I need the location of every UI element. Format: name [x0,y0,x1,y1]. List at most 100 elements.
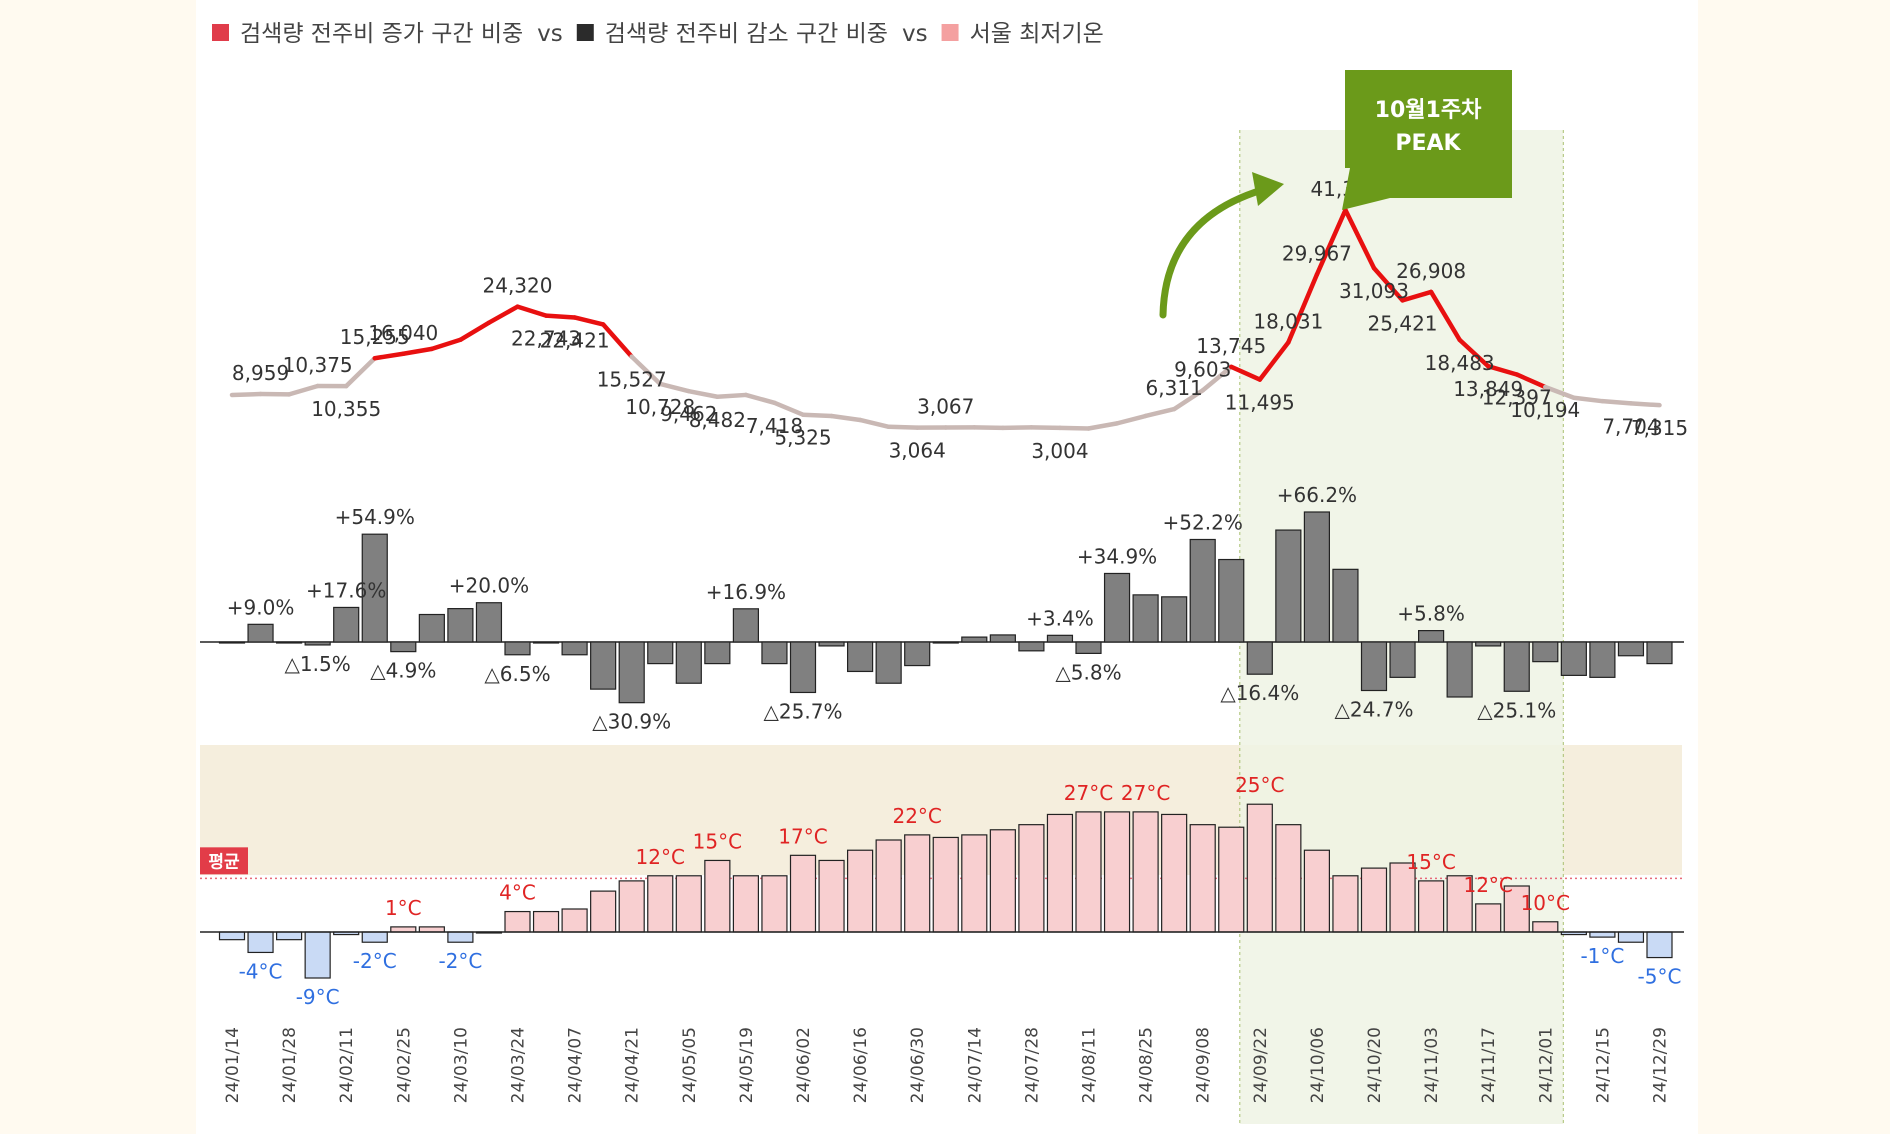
temperature-bar [390,926,417,933]
legend: 검색량 전주비 증가 구간 비중 vs 검색량 전주비 감소 구간 비중 vs 서울 최… [212,21,1104,47]
change-data-label: +66.2% [1277,483,1357,507]
change-bar [704,641,731,665]
change-bar [247,623,274,643]
x-tick-label: 24/07/14 [965,1027,985,1103]
x-tick-label: 24/04/21 [623,1027,643,1103]
line-segment [1628,401,1662,408]
legend-label: 서울 최저기온 [970,21,1104,47]
line-segment [1171,388,1205,412]
line-data-label: 3,004 [1031,439,1088,463]
line-segment [1229,364,1263,382]
legend-label: vs [902,21,928,47]
average-label: 평균 [208,852,240,872]
change-bar [789,641,817,694]
x-tick-label: 24/08/25 [1137,1027,1157,1103]
line-segment [886,424,920,430]
line-segment [743,392,777,406]
line-segment [972,425,1006,431]
line-segment [1314,207,1348,277]
x-tick-label: 24/11/17 [1479,1027,1499,1103]
line-data-label: 10,375 [283,353,353,377]
legend-label: vs [537,21,563,47]
temperature-label: 12°C [636,845,685,869]
x-tick-label: 24/10/06 [1308,1027,1328,1103]
change-data-label: +3.4% [1026,606,1094,630]
line-segment [1057,425,1091,431]
line-data-label: 7,315 [1631,416,1688,440]
change-bar [1132,594,1159,643]
temperature-bar [218,931,246,941]
line-data-label: 11,495 [1225,391,1295,415]
change-data-label: △25.7% [764,699,843,723]
peak-arrow-shaft [1159,186,1266,319]
line-data-label: 25,421 [1368,311,1438,335]
temperature-bar [875,839,902,933]
line-segment [572,315,606,327]
change-bar [1475,641,1502,647]
x-tick-label: 24/09/22 [1251,1027,1271,1103]
temperature-bar [1589,931,1616,938]
line-segment [372,351,406,361]
change-bar [761,641,788,665]
change-data-label: +20.0% [449,574,529,598]
temperature-bar [1218,826,1245,933]
change-bar [1532,641,1559,663]
x-tick-label: 24/09/08 [1194,1027,1214,1103]
line-data-label: 8,959 [232,361,289,385]
peak-arrow-head [1252,172,1284,206]
temperature-bar [1018,824,1045,933]
temperature-label: -2°C [353,949,397,973]
temperature-bar [732,875,760,933]
change-bar [1503,641,1530,692]
line-segment [686,388,720,400]
line-data-label: 29,967 [1282,242,1352,266]
x-tick-label: 24/10/20 [1365,1027,1385,1103]
line-data-label: 7,704 [1602,414,1659,438]
change-data-label: +54.9% [335,505,415,529]
line-segment [1029,425,1063,431]
change-data-label: △25.1% [1477,698,1556,722]
line-data-label: 5,325 [774,426,831,450]
change-data-label: +9.0% [227,595,295,619]
line-data-label: 26,908 [1396,259,1466,283]
temperature-bar [846,849,874,933]
peak-callout-box [1342,70,1512,210]
legend-label: 검색량 전주비 감소 구간 비중 [605,21,888,47]
temperature-label: 12°C [1463,873,1512,897]
temperature-label: 1°C [385,896,422,920]
x-tick-label: 24/11/03 [1422,1027,1442,1103]
change-bar [1189,538,1216,643]
legend-swatch [212,24,229,41]
temperature-bar [675,875,702,933]
line-data-label: 15,255 [340,325,410,349]
change-data-label: △6.5% [484,662,550,686]
x-tick-label: 24/06/16 [851,1027,871,1103]
line-data-label: 10,194 [1510,398,1580,422]
temperature-bar [1161,813,1188,933]
change-data-label: +5.8% [1397,602,1465,626]
change-data-label: +34.9% [1077,544,1157,568]
temperature-bar [1275,824,1302,933]
change-bar [1075,641,1102,654]
temperature-bar [1532,921,1559,933]
temperature-bar [1189,824,1216,933]
temperature-bar [904,834,931,933]
change-bar [333,606,360,643]
line-segment [629,354,663,387]
temperature-bar [761,875,788,933]
average-badge [200,847,248,875]
line-data-label: 31,093 [1339,279,1409,303]
line-segment [286,383,320,397]
change-bar [675,641,702,684]
temperature-bar [447,931,474,943]
temperature-label: 4°C [499,881,536,905]
temperature-label: 27°C [1121,781,1170,805]
change-bar [818,641,845,647]
change-bar [390,641,417,653]
temperature-bar [276,931,303,941]
x-tick-label: 24/05/05 [680,1027,700,1103]
temperature-label: 25°C [1235,773,1284,797]
change-bar [475,602,503,643]
temperature-bar [304,931,331,979]
